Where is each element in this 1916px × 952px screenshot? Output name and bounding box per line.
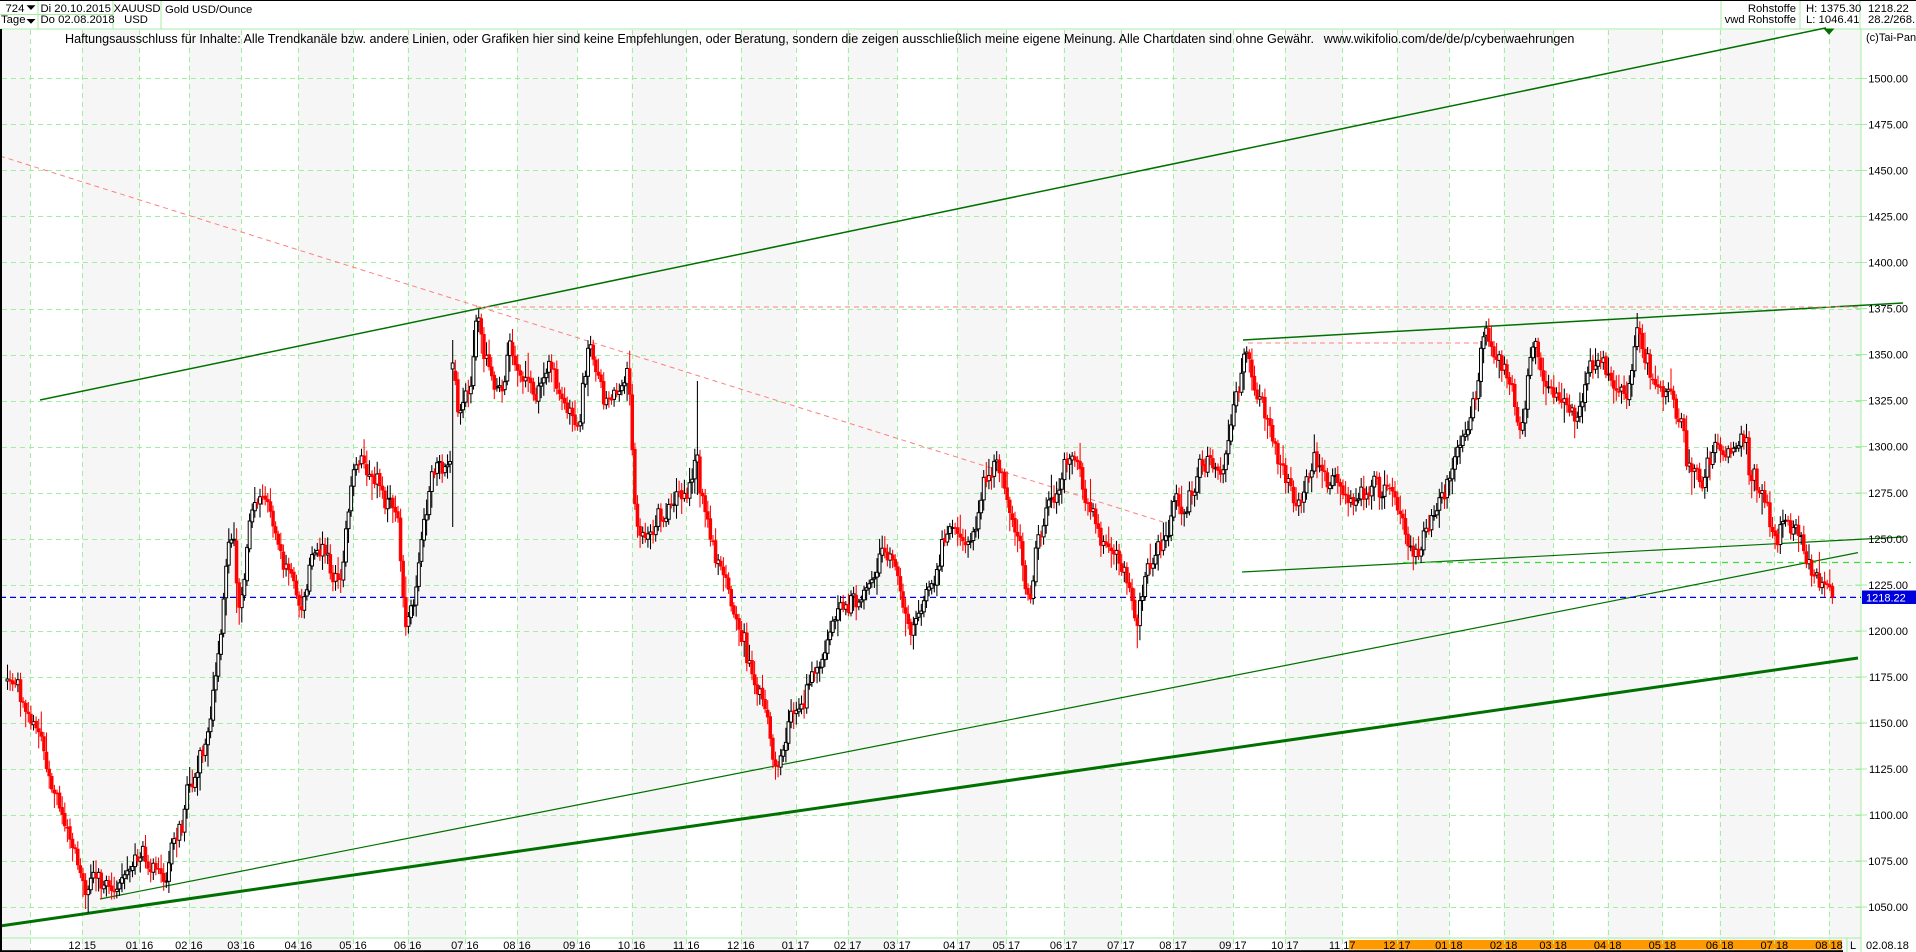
svg-text:1218.22: 1218.22 [1868, 3, 1909, 15]
svg-text:1450.00: 1450.00 [1868, 165, 1908, 177]
svg-text:Haftungsausschluss für Inhalte: Haftungsausschluss für Inhalte: Alle Tre… [65, 32, 1574, 46]
svg-text:XAUUSD: XAUUSD [113, 3, 160, 15]
svg-text:12 17: 12 17 [1383, 940, 1411, 952]
svg-text:1250.00: 1250.00 [1868, 534, 1908, 546]
svg-text:02 18: 02 18 [1490, 940, 1518, 952]
svg-text:01 16: 01 16 [126, 940, 154, 952]
svg-text:12 15: 12 15 [68, 940, 96, 952]
svg-text:02 17: 02 17 [834, 940, 862, 952]
svg-text:1475.00: 1475.00 [1868, 119, 1908, 131]
svg-text:09 17: 09 17 [1219, 940, 1247, 952]
svg-text:11 17: 11 17 [1329, 940, 1356, 952]
svg-text:Gold USD/Ounce: Gold USD/Ounce [165, 4, 252, 16]
svg-text:08 16: 08 16 [503, 940, 531, 952]
svg-text:09 16: 09 16 [563, 940, 591, 952]
svg-text:1325.00: 1325.00 [1868, 396, 1908, 408]
svg-text:1425.00: 1425.00 [1868, 211, 1908, 223]
svg-text:04 16: 04 16 [285, 940, 313, 952]
svg-text:1300.00: 1300.00 [1868, 442, 1908, 454]
svg-text:724: 724 [6, 3, 25, 15]
svg-text:1125.00: 1125.00 [1869, 764, 1908, 776]
svg-text:Tage: Tage [1, 14, 26, 26]
svg-text:03 18: 03 18 [1539, 940, 1567, 952]
svg-text:Do 02.08.2018: Do 02.08.2018 [41, 14, 115, 26]
svg-text:07 18: 07 18 [1761, 940, 1789, 952]
svg-text:06 16: 06 16 [394, 940, 422, 952]
svg-text:05 18: 05 18 [1649, 940, 1677, 952]
svg-text:07 17: 07 17 [1107, 940, 1135, 952]
svg-text:1218.22: 1218.22 [1866, 593, 1906, 605]
svg-text:1275.00: 1275.00 [1868, 488, 1908, 500]
svg-text:03 17: 03 17 [883, 940, 911, 952]
svg-text:1350.00: 1350.00 [1868, 350, 1908, 362]
svg-text:L: L [1850, 940, 1856, 952]
svg-text:1225.00: 1225.00 [1868, 580, 1908, 592]
svg-text:1100.00: 1100.00 [1869, 810, 1908, 822]
svg-text:12 16: 12 16 [727, 940, 755, 952]
svg-text:03 16: 03 16 [227, 940, 255, 952]
svg-text:(c)Tai-Pan: (c)Tai-Pan [1866, 32, 1916, 44]
svg-text:02.08.18: 02.08.18 [1866, 940, 1909, 952]
svg-text:10 16: 10 16 [618, 940, 646, 952]
svg-text:1200.00: 1200.00 [1868, 626, 1908, 638]
svg-text:1150.00: 1150.00 [1869, 718, 1908, 730]
svg-text:USD: USD [124, 14, 148, 26]
svg-text:06 18: 06 18 [1706, 940, 1734, 952]
svg-text:28.2/268.1: 28.2/268.1 [1868, 14, 1916, 26]
svg-text:Rohstoffe: Rohstoffe [1748, 3, 1796, 15]
svg-text:04 18: 04 18 [1594, 940, 1622, 952]
svg-text:07 16: 07 16 [451, 940, 479, 952]
svg-text:05 17: 05 17 [993, 940, 1021, 952]
svg-text:01 17: 01 17 [782, 940, 810, 952]
svg-text:02 16: 02 16 [175, 940, 203, 952]
svg-text:1075.00: 1075.00 [1868, 856, 1908, 868]
svg-text:06 17: 06 17 [1050, 940, 1078, 952]
svg-text:1400.00: 1400.00 [1868, 258, 1908, 270]
svg-text:01 18: 01 18 [1435, 940, 1463, 952]
svg-text:08 18: 08 18 [1815, 940, 1843, 952]
svg-text:10 17: 10 17 [1271, 940, 1299, 952]
svg-text:vwd Rohstoffe: vwd Rohstoffe [1725, 14, 1796, 26]
svg-text:05 16: 05 16 [339, 940, 367, 952]
svg-text:11 16: 11 16 [673, 940, 700, 952]
svg-text:H: 1375.30: H: 1375.30 [1806, 3, 1861, 15]
svg-text:Di 20.10.2015: Di 20.10.2015 [41, 3, 111, 15]
svg-text:1500.00: 1500.00 [1868, 73, 1908, 85]
svg-text:L: 1046.41: L: 1046.41 [1806, 14, 1859, 26]
svg-text:08 17: 08 17 [1159, 940, 1187, 952]
svg-text:1375.00: 1375.00 [1868, 304, 1908, 316]
svg-text:1175.00: 1175.00 [1869, 672, 1908, 684]
svg-text:1050.00: 1050.00 [1868, 902, 1908, 914]
svg-text:04 17: 04 17 [943, 940, 971, 952]
